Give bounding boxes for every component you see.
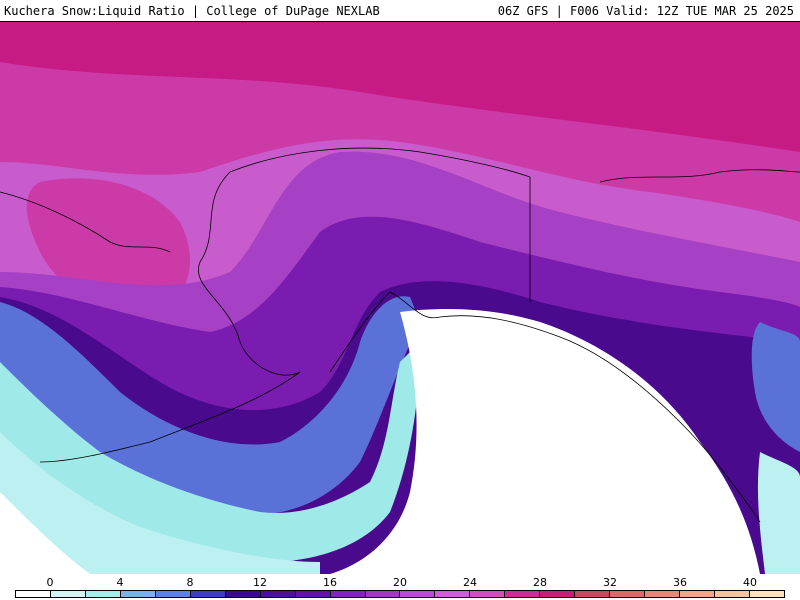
- colorbar-tick-label: 4: [116, 576, 124, 589]
- colorbar-tick-label: 20: [393, 576, 407, 589]
- colorbar-tick-label: 28: [533, 576, 547, 589]
- colorbar-swatch: [330, 591, 366, 597]
- colorbar-swatch: [120, 591, 156, 597]
- gulf-coast: [329, 291, 561, 373]
- colorbar-swatch: [400, 591, 436, 597]
- colorbar-tick-label: 32: [603, 576, 617, 589]
- field-blue: [0, 296, 420, 515]
- colorbar-swatch: [435, 591, 471, 597]
- colorbar-swatch: [645, 591, 681, 597]
- colorbar-swatch: [540, 591, 576, 597]
- colorbar-tick-label: 16: [323, 576, 337, 589]
- alaska-coast-west: [198, 171, 301, 376]
- header-bar: Kuchera Snow:Liquid Ratio | College of D…: [0, 0, 800, 22]
- colorbar-swatch: [16, 591, 51, 597]
- coastline-layer: [0, 147, 800, 523]
- model-run-info: 06Z GFS | F006 Valid: 12Z TUE MAR 25 202…: [497, 4, 794, 18]
- colorbar-swatch: [50, 591, 86, 597]
- colorbar-tick-label: 0: [46, 576, 54, 589]
- alaska-coast-north: [229, 147, 531, 178]
- field-blue-east: [751, 322, 800, 452]
- colorbar-swatch: [505, 591, 541, 597]
- colorbar: 0 4 8 12 16 20 24 28 32 36 40: [0, 574, 800, 600]
- field-cyan: [0, 342, 420, 563]
- aleutian-chain: [39, 371, 301, 463]
- field-light-cyan: [0, 432, 320, 574]
- colorbar-tick-label: 8: [186, 576, 194, 589]
- product-title: Kuchera Snow:Liquid Ratio | College of D…: [4, 4, 380, 18]
- colorbar-swatch: [470, 591, 506, 597]
- colorbar-swatch: [260, 591, 296, 597]
- field-open-ocean-south: [0, 492, 90, 574]
- colorbar-swatch: [680, 591, 716, 597]
- colorbar-strip: [15, 590, 785, 598]
- colorbar-swatch: [715, 591, 751, 597]
- field-open-ocean: [330, 309, 760, 574]
- snow-ratio-map[interactable]: [0, 22, 800, 574]
- colorbar-swatch: [225, 591, 261, 597]
- colorbar-swatch: [155, 591, 191, 597]
- colorbar-swatch: [295, 591, 331, 597]
- colorbar-swatch: [750, 591, 784, 597]
- colorbar-tick-label: 24: [463, 576, 477, 589]
- colorbar-tick-label: 40: [743, 576, 757, 589]
- colorbar-tick-label: 12: [253, 576, 267, 589]
- colorbar-swatch: [85, 591, 121, 597]
- canada-arctic-coast: [599, 169, 800, 183]
- panhandle-coast: [559, 336, 761, 523]
- field-light-cyan-east: [757, 452, 800, 574]
- colorbar-swatch: [610, 591, 646, 597]
- colorbar-swatch: [190, 591, 226, 597]
- colorbar-tick-label: 36: [673, 576, 687, 589]
- russia-coast: [0, 191, 171, 253]
- colorbar-swatch: [365, 591, 401, 597]
- colorbar-swatch: [575, 591, 611, 597]
